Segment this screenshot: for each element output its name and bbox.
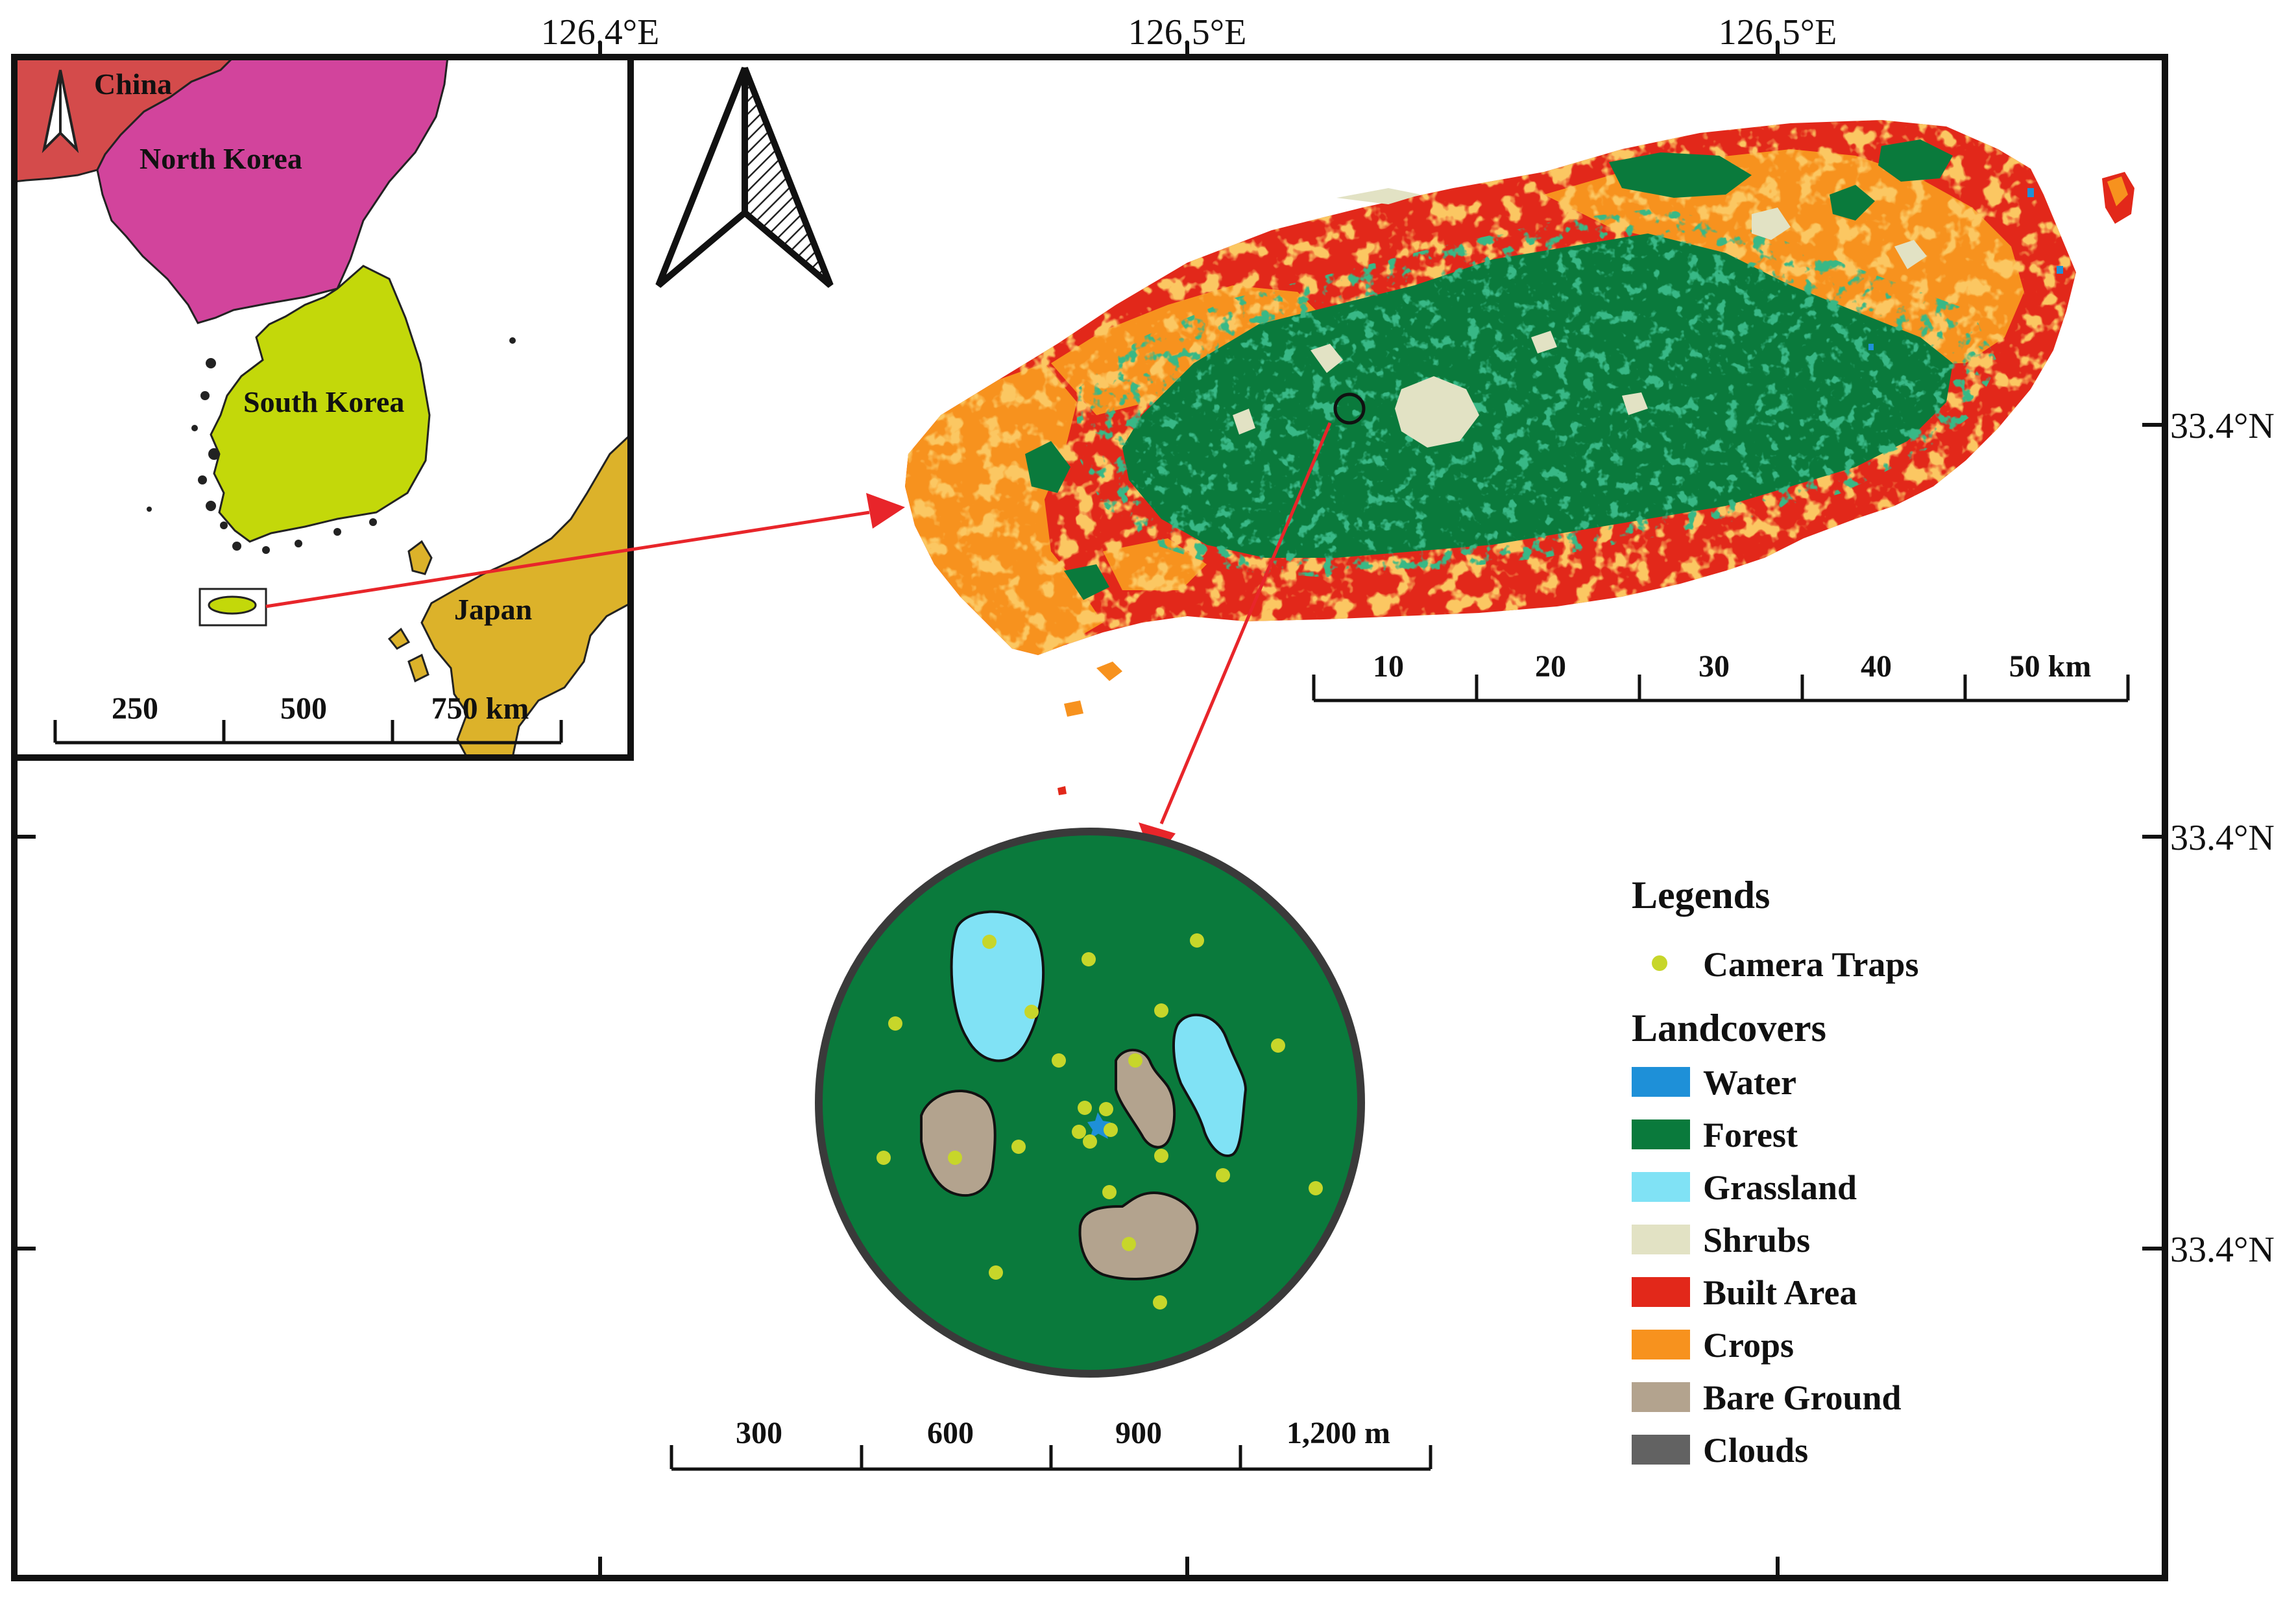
legend-swatch-forest [1632,1119,1690,1149]
country-north-korea [96,57,449,324]
camera-trap-point [1104,1123,1118,1137]
camera-trap-point [1154,1003,1168,1018]
legend-landcover-label: Bare Ground [1703,1378,1902,1417]
camera-trap-point [1083,1134,1097,1149]
island-scale-label: 50 km [2009,649,2092,684]
legend-swatch-water [1632,1067,1690,1097]
country-japan [420,433,631,758]
camera-trap-point [1216,1168,1230,1182]
camera-trap-point [876,1151,891,1165]
country-south-korea [210,265,431,543]
latitude-label: 33.4°N [2170,406,2275,446]
legend-camera-trap-symbol [1652,955,1667,971]
inset-scale-label: 250 [112,691,158,726]
longitude-label: 126.5°E [1128,12,1247,53]
korean-island-clutter [147,337,516,554]
legend-landcover-label: Clouds [1703,1431,1808,1470]
island-scale-label: 40 [1861,649,1892,684]
legend-swatch-clouds [1632,1435,1690,1465]
detail-scale-label: 300 [736,1416,782,1450]
legend-landcover-title: Landcovers [1632,1007,1826,1049]
detail-scale-label: 900 [1115,1416,1162,1450]
detail-scale-label: 600 [927,1416,974,1450]
camera-trap-point [1052,1053,1066,1068]
camera-trap-point [1122,1237,1136,1251]
latitude-label: 33.4°N [2170,1230,2275,1270]
inset-scale-label: 500 [280,691,327,726]
latitude-label: 33.4°N [2170,818,2275,858]
camera-traps [876,933,1323,1310]
camera-trap-point [989,1265,1003,1280]
camera-trap-point [1153,1295,1167,1310]
camera-trap-point [1154,1149,1168,1163]
legend: Legends Camera Traps Landcovers Water For… [1632,874,1918,1470]
camera-trap-point [1102,1185,1117,1199]
detail-bare-ground [1078,1191,1199,1280]
legend-landcover-label: Grassland [1703,1168,1857,1207]
country-label: South Korea [243,385,404,418]
island-scale-label: 20 [1535,649,1566,684]
inset-frame [11,54,634,761]
inset-scale-label: 750 km [431,691,529,726]
camera-trap-point [1128,1053,1142,1068]
longitude-label: 126.4°E [541,12,660,53]
jeju-locator-box [199,588,267,627]
longitude-label: 126.5°E [1719,12,1837,53]
legend-swatch-built-area [1632,1277,1690,1307]
country-label: Japan [454,593,532,626]
camera-trap-point [948,1151,962,1165]
study-site-detail [815,828,1365,1378]
legend-title: Legends [1632,874,1770,916]
legend-swatch-grassland [1632,1172,1690,1202]
inset-locator-map [14,57,631,758]
country-label: China [94,67,172,101]
legend-landcover-list: Water Forest Grassland Shrubs Built Area Crop… [1632,1063,1902,1470]
country-label: North Korea [139,142,302,175]
inset-north-arrow-icon [42,69,79,154]
island-scale-bar [1312,675,2130,702]
camera-trap-point [1099,1102,1113,1116]
landcover-shrubs [1233,188,1927,448]
detail-scale-label: 1,200 m [1287,1416,1390,1450]
jeju-island-mini [208,595,257,615]
landcover-water [1868,188,2063,350]
inset-scale-bar [53,720,563,745]
camera-trap-point [1309,1181,1323,1195]
legend-landcover-label: Shrubs [1703,1221,1810,1260]
legend-swatch-crops [1632,1330,1690,1359]
legend-landcover-label: Water [1703,1063,1796,1102]
camera-trap-point [1078,1101,1092,1115]
camera-trap-point [888,1016,902,1031]
jeju-landcover-map [905,120,2134,795]
camera-trap-point [1024,1005,1039,1019]
camera-trap-point [982,935,997,949]
legend-swatch-bare-ground [1632,1382,1690,1412]
north-arrow-icon [655,67,834,288]
legend-swatch-shrubs [1632,1225,1690,1254]
legend-landcover-label: Forest [1703,1116,1798,1155]
study-site-marker [1333,392,1366,425]
detail-grassland [1172,1013,1248,1157]
island-scale-label: 30 [1698,649,1730,684]
camera-trap-point [1190,933,1204,948]
island-scale-label: 10 [1373,649,1404,684]
detail-bare-ground [1115,1048,1176,1149]
camera-trap-point [1271,1038,1285,1053]
camera-trap-point [1011,1140,1026,1154]
legend-landcover-label: Crops [1703,1326,1794,1365]
legend-camera-trap-label: Camera Traps [1703,945,1918,984]
camera-trap-point [1082,952,1096,966]
detail-bare-ground [920,1090,997,1197]
detail-scale-bar [670,1445,1432,1471]
detail-grassland [950,910,1045,1062]
legend-landcover-label: Built Area [1703,1273,1857,1312]
camera-trap-point [1072,1125,1086,1139]
